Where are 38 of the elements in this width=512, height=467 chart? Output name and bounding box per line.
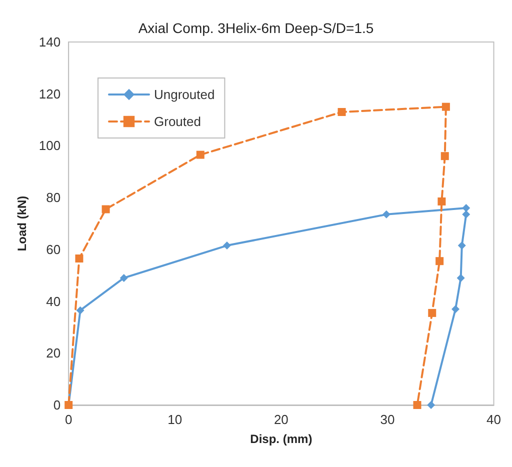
point	[442, 102, 450, 111]
y-tick-label: 60	[46, 242, 61, 257]
y-tick-label: 40	[46, 294, 61, 309]
point	[196, 150, 204, 159]
point	[76, 306, 84, 314]
point	[458, 242, 466, 250]
point	[438, 197, 446, 206]
point	[462, 210, 470, 218]
legend-label: Grouted	[154, 114, 201, 129]
point	[382, 210, 390, 218]
point	[75, 254, 84, 263]
x-tick-label: 40	[486, 412, 502, 427]
point	[428, 308, 436, 317]
x-tick-label: 10	[168, 412, 182, 427]
point	[456, 274, 465, 282]
x-tick-label: 30	[380, 412, 395, 427]
point	[427, 401, 436, 409]
point	[413, 401, 422, 409]
point	[222, 242, 231, 250]
y-tick-label: 120	[38, 86, 61, 102]
point	[338, 108, 346, 116]
y-tick-label: 80	[46, 190, 61, 206]
x-tick-label: 0	[64, 412, 72, 427]
y-tick-label: 20	[46, 346, 61, 361]
y-tick-label: 0	[53, 398, 61, 412]
point	[120, 274, 128, 282]
legend-label: Ungrouted	[154, 87, 215, 102]
y-tick-label: 100	[38, 138, 61, 154]
point	[440, 152, 449, 160]
x-axis-title: Disp. (mm)	[250, 432, 312, 446]
point	[102, 205, 110, 214]
point	[436, 257, 444, 266]
x-tick-label: 20	[274, 412, 288, 427]
point	[452, 305, 460, 314]
y-axis-title: Load (kN)	[15, 196, 29, 252]
y-tick-label: 140	[38, 34, 61, 50]
point	[462, 204, 470, 212]
chart-title: Axial Comp. 3Helix-6m Deep-S/D=1.5	[138, 20, 374, 36]
